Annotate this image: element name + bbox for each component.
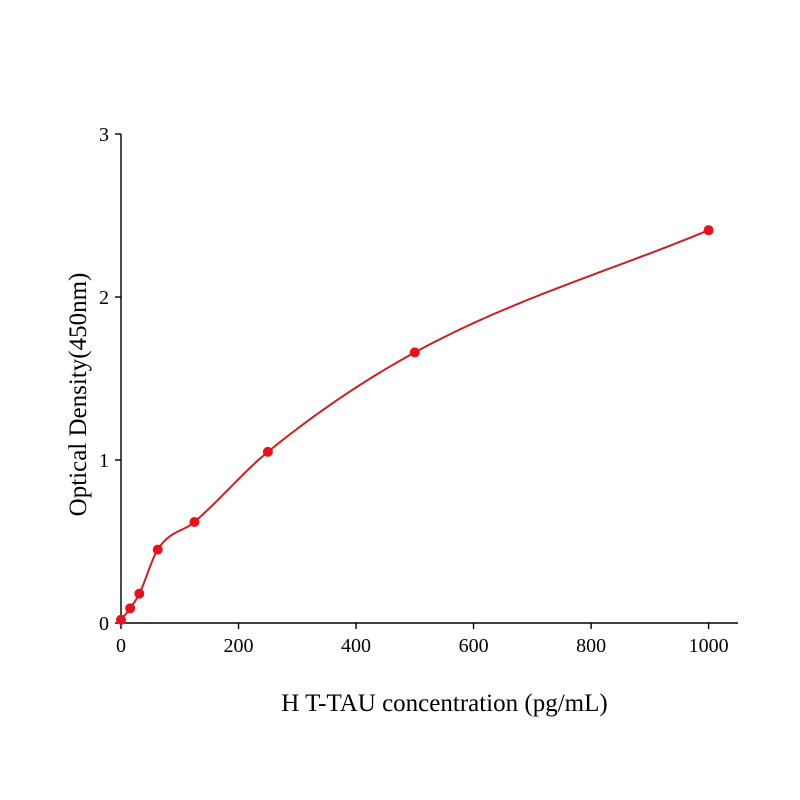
y-tick-label: 2 — [99, 287, 109, 309]
fit-curve-line — [120, 229, 710, 621]
x-tick-label: 800 — [576, 635, 606, 657]
x-tick-label: 400 — [341, 635, 371, 657]
y-tick-label: 0 — [99, 613, 109, 635]
x-tick-label: 600 — [459, 635, 489, 657]
y-axis-ticks: 0 1 2 3 — [99, 124, 121, 635]
x-tick-label: 1000 — [689, 635, 729, 657]
y-tick-label: 1 — [99, 450, 109, 472]
fit-curve-layer — [120, 229, 710, 621]
data-point — [116, 614, 126, 625]
y-axis-title: Optical Density(450nm) — [65, 273, 92, 517]
data-point — [189, 516, 200, 527]
x-tick-label: 200 — [224, 635, 254, 657]
x-axis-ticks: 0 200 400 600 800 1000 — [116, 623, 729, 657]
x-axis-title: H T-TAU concentration (pg/mL) — [281, 690, 607, 717]
data-point — [262, 446, 273, 457]
data-point — [125, 603, 136, 614]
data-point — [152, 544, 163, 555]
data-point — [134, 588, 145, 599]
x-tick-label: 0 — [116, 635, 126, 657]
axes — [120, 134, 738, 624]
data-points-layer — [116, 225, 714, 625]
y-tick-label: 3 — [99, 124, 109, 146]
data-point — [409, 347, 420, 358]
data-point — [703, 225, 714, 236]
